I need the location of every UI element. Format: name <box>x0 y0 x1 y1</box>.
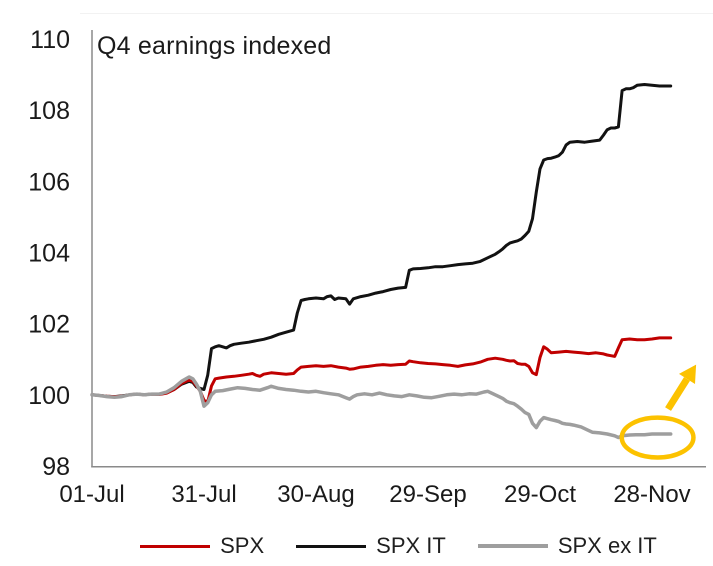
y-axis-tick-label: 100 <box>28 382 70 410</box>
legend-label-spx-ex-it: SPX ex IT <box>557 533 657 558</box>
up-arrow-shaft <box>665 377 690 411</box>
x-axis-tick-label: 29-Sep <box>389 481 466 508</box>
up-arrow-head <box>679 364 697 384</box>
legend-label-spx: SPX <box>220 533 265 558</box>
page-top-hairline <box>80 13 713 14</box>
chart-canvas: 98 100 102 104 106 108 110 01-Jul 31-Jul 30-Aug 29… <box>28 26 706 508</box>
x-axis-tick-label: 31-Jul <box>171 481 236 508</box>
y-axis-tick-label: 106 <box>28 168 70 196</box>
legend-item-spx-ex-it: SPX ex IT <box>477 533 657 559</box>
x-axis-tick-label: 29-Oct <box>504 481 576 508</box>
spx-line-swatch <box>140 544 211 548</box>
chart-legend: SPX SPX IT SPX ex IT <box>92 533 705 559</box>
y-axis-tick-label: 108 <box>28 97 70 125</box>
chart-title: Q4 earnings indexed <box>97 32 332 60</box>
x-axis-tick-label: 01-Jul <box>59 481 124 508</box>
spx-ex-it-line-swatch <box>477 544 548 548</box>
y-axis-tick-label: 104 <box>28 240 70 268</box>
legend-label-spx-it: SPX IT <box>376 533 446 558</box>
y-axis-tick-label: 102 <box>28 311 70 339</box>
x-axis-tick-label: 30-Aug <box>277 481 354 508</box>
y-axis-tick-label: 110 <box>30 26 70 54</box>
x-axis-tick-label: 28-Nov <box>613 481 690 508</box>
legend-item-spx-it: SPX IT <box>296 533 446 559</box>
series-line-spx-it <box>90 83 673 399</box>
highlight-ellipse <box>619 415 696 460</box>
series-line-spx-ex-it <box>90 375 673 440</box>
y-axis-tick-label: 98 <box>42 453 70 481</box>
legend-item-spx: SPX <box>140 533 264 559</box>
spx-it-line-swatch <box>296 544 367 548</box>
